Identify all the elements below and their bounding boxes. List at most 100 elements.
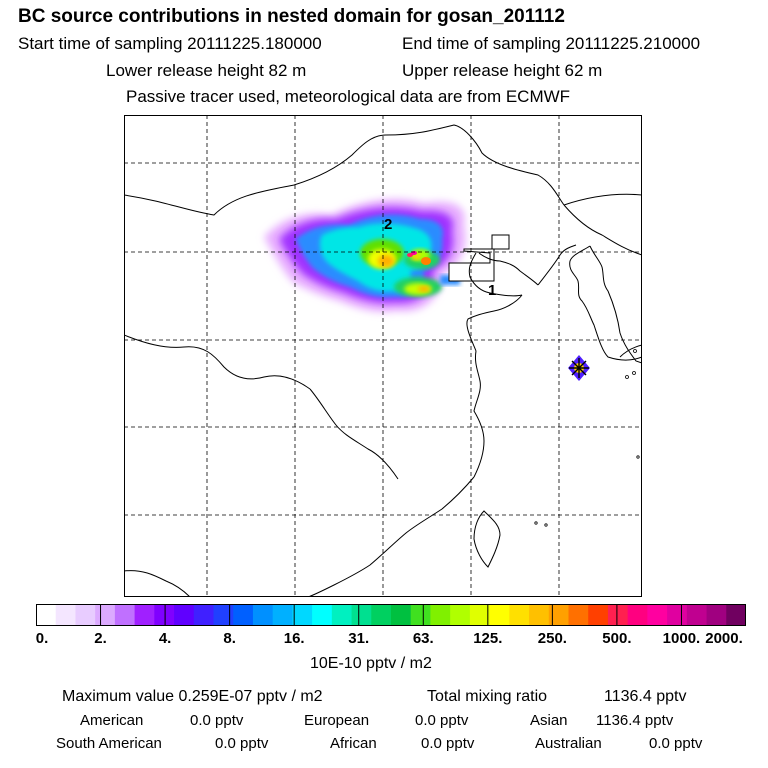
east-china-coast	[473, 350, 485, 478]
plume-orange-core	[378, 255, 394, 267]
colorbar-tick-label: 4.	[158, 630, 172, 647]
colorbar-tick-label: 250.	[537, 630, 567, 647]
colorbar-cell	[213, 604, 234, 626]
bohai-south	[468, 252, 523, 297]
south-american-value: 0.0 pptv	[215, 735, 269, 752]
colorbar-cell	[489, 604, 510, 626]
colorbar-cell	[686, 604, 708, 626]
island-dot	[636, 455, 640, 459]
colorbar-frame	[36, 604, 746, 626]
south-american-label: South American	[56, 735, 162, 752]
colorbar-cell	[548, 604, 570, 626]
colorbar-cell	[272, 604, 293, 626]
colorbar-cell	[292, 604, 313, 626]
end-time-label: End time of sampling 20111225.210000	[402, 34, 701, 53]
colorbar-tick-label: 63.	[412, 630, 434, 647]
island-dot	[544, 523, 548, 527]
australian-label: Australian	[535, 735, 602, 752]
plume	[264, 198, 510, 313]
asian-label: Asian	[530, 712, 568, 729]
korea-west-coast	[569, 245, 642, 361]
colorbar	[36, 604, 746, 626]
colorbar-cell	[410, 604, 432, 626]
shandong-coast	[466, 294, 523, 352]
colorbar-tick-label: 2000.	[705, 630, 743, 647]
colorbar-cell	[529, 604, 550, 626]
border-northeast	[563, 193, 642, 206]
colorbar-cell	[174, 604, 195, 626]
colorbar-cell	[252, 604, 274, 626]
colorbar-cell	[331, 604, 353, 626]
colorbar-cell	[75, 604, 96, 626]
colorbar-tick-label: 31.	[348, 630, 370, 647]
map-panel: 2 1	[124, 115, 642, 597]
colorbar-tick-label: 16.	[283, 630, 305, 647]
colorbar-cell	[154, 604, 175, 626]
australian-value: 0.0 pptv	[649, 735, 703, 752]
plume-yellow-east	[412, 254, 420, 260]
african-label: African	[330, 735, 377, 752]
colorbar-cell	[114, 604, 136, 626]
colorbar-tick-label: 8.	[223, 630, 236, 647]
colorbar-cell	[568, 604, 589, 626]
american-value: 0.0 pptv	[190, 712, 244, 729]
colorbar-cell	[55, 604, 77, 626]
european-label: European	[304, 712, 370, 729]
colorbar-tick-label: 2.	[94, 630, 107, 647]
plume-hole-north	[491, 234, 510, 250]
border-north	[124, 124, 565, 216]
region-label-2: 2	[384, 216, 392, 233]
american-label: American	[80, 712, 144, 729]
coastlines	[124, 124, 642, 597]
colorbar-cell	[726, 604, 746, 626]
start-time-label: Start time of sampling 20111225.180000	[18, 34, 322, 53]
lower-release-label: Lower release height 82 m	[106, 61, 307, 80]
colorbar-cell	[312, 604, 333, 626]
colorbar-cell	[469, 604, 491, 626]
tracer-note: Passive tracer used, meteorological data…	[126, 87, 571, 106]
colorbar-cell	[371, 604, 392, 626]
total-mixing-value: 1136.4 pptv	[604, 688, 687, 705]
colorbar-tick-label: 0.	[35, 630, 49, 647]
colorbar-tick-label: 125.	[473, 630, 503, 647]
colorbar-cell	[134, 604, 155, 626]
taiwan-outline	[473, 510, 501, 568]
japan-fragment	[619, 344, 642, 358]
colorbar-cell	[193, 604, 215, 626]
korea-east-coast	[589, 245, 642, 364]
receptor-cross	[569, 358, 589, 378]
island-dot	[625, 375, 629, 379]
province-line-2	[309, 388, 399, 480]
plot-title: BC source contributions in nested domain…	[18, 6, 565, 27]
liaodong-coast	[478, 252, 539, 286]
colorbar-cell	[450, 604, 471, 626]
islands	[534, 349, 640, 527]
max-value-label: Maximum value 0.259E-07 pptv / m2	[62, 688, 323, 705]
european-value: 0.0 pptv	[415, 712, 469, 729]
colorbar-cell	[706, 604, 727, 626]
border-korea-north	[563, 204, 642, 256]
island-dot	[632, 371, 636, 375]
colorbar-cell	[627, 604, 648, 626]
upper-release-label: Upper release height 62 m	[402, 61, 603, 80]
colorbar-cell	[430, 604, 451, 626]
colorbar-cell	[95, 604, 116, 626]
island-dot	[534, 521, 538, 525]
region-label-1: 1	[488, 282, 496, 299]
southeast-coast	[307, 476, 475, 597]
colorbar-cell	[391, 604, 412, 626]
colorbar-cell	[351, 604, 372, 626]
province-line-1	[124, 334, 311, 390]
receptor-star-icon	[568, 355, 590, 381]
total-mixing-label: Total mixing ratio	[427, 688, 548, 705]
colorbar-cell	[588, 604, 609, 626]
colorbar-cell	[647, 604, 668, 626]
colorbar-cell	[607, 604, 629, 626]
korea-bay	[537, 244, 577, 286]
colorbar-cell	[233, 604, 254, 626]
colorbar-tick-label: 1000.	[662, 630, 701, 647]
plume-orange-south	[418, 286, 430, 292]
asian-value: 1136.4 pptv	[596, 712, 674, 729]
colorbar-unit: 10E-10 pptv / m2	[310, 655, 432, 672]
plume-orange-east	[421, 257, 431, 265]
